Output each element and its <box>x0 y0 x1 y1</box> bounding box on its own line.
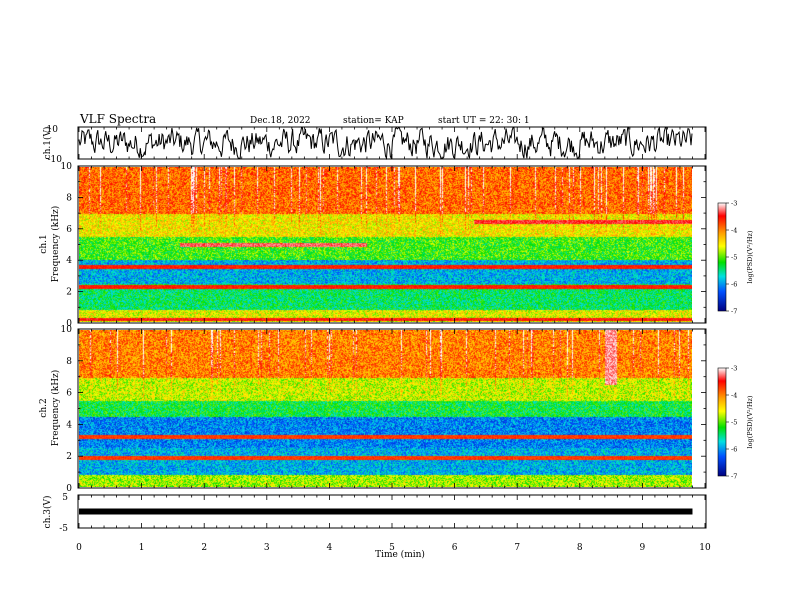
ch3-waveform-trace <box>79 508 693 515</box>
frequency-tick-label: 2 <box>66 288 72 298</box>
ch1-spectrogram-ylabel-axis: Frequency (kHz) <box>50 206 61 283</box>
frequency-tick-label: 10 <box>61 325 73 335</box>
ch1-colorbar-ticks: -3 -4 -5 -6 -7 <box>726 200 737 316</box>
ch2-frequency-tick-labels: 0 2 4 6 8 10 <box>61 325 73 494</box>
ch3-ytick-bottom: -5 <box>59 524 68 534</box>
time-axis-tick-labels: 0 1 2 3 4 5 6 7 8 9 10 <box>76 543 711 553</box>
frequency-tick-label: 0 <box>66 484 72 494</box>
time-tick-label: 10 <box>699 543 711 553</box>
ch1-spectrogram-image <box>79 167 692 322</box>
ch2-spectrogram-panel: 0 2 4 6 8 10 ch.2 Frequency (kHz) <box>39 325 707 494</box>
time-tick-label: 3 <box>264 543 270 553</box>
colorbar-tick-label: -5 <box>731 419 737 427</box>
time-axis-label: Time (min) <box>375 549 425 560</box>
colorbar-tick-label: -3 <box>731 200 737 208</box>
ch3-waveform-panel: 5 -5 ch.3(V) 0 1 2 3 4 5 6 7 8 9 10 Time (min) <box>42 493 711 560</box>
time-tick-label: 1 <box>139 543 145 553</box>
frequency-tick-label: 8 <box>66 193 72 203</box>
colorbar-tick-label: -5 <box>731 254 737 262</box>
ch1-waveform-trace <box>78 126 693 161</box>
ch1-waveform-line <box>78 126 693 161</box>
frequency-tick-label: 6 <box>66 225 72 235</box>
time-tick-label: 7 <box>514 543 520 553</box>
frequency-tick-label: 10 <box>61 162 73 172</box>
time-tick-label: 5 <box>389 543 395 553</box>
colorbar-tick-label: -6 <box>731 281 737 289</box>
ch3-waveform-ylabel: ch.3(V) <box>42 496 53 529</box>
colorbar-tick-label: -7 <box>731 308 737 316</box>
ch1-waveform-panel: 10 -10 ch.1(V) <box>42 125 707 165</box>
figure-date: Dec.18, 2022 <box>250 116 311 126</box>
ch2-spectrogram-image <box>79 330 692 487</box>
time-tick-label: 2 <box>201 543 207 553</box>
figure-station: station= KAP <box>343 116 404 126</box>
ch1-waveform-ylabel: ch.1(V) <box>42 127 53 160</box>
ch2-spectrogram-ylabel-channel: ch.2 <box>39 398 49 417</box>
colorbar-tick-label: -4 <box>731 392 737 400</box>
ch1-ytick-top: 10 <box>47 125 59 135</box>
figure-start-time: start UT = 22: 30: 1 <box>438 116 530 126</box>
frequency-tick-label: 4 <box>66 420 72 430</box>
ch3-ytick-top: 5 <box>62 493 68 503</box>
time-tick-label: 9 <box>640 543 646 553</box>
ch1-ytick-bottom: -10 <box>48 155 63 165</box>
time-tick-label: 4 <box>327 543 333 553</box>
frequency-tick-label: 2 <box>66 452 72 462</box>
ch1-spectrogram-ylabel-channel: ch.1 <box>39 234 49 253</box>
ch1-colorbar-gradient <box>718 203 726 311</box>
frequency-tick-label: 4 <box>66 256 72 266</box>
frequency-tick-label: 0 <box>66 319 72 329</box>
frequency-tick-label: 6 <box>66 389 72 399</box>
ch1-colorbar-label: log(PSD)(V²/Hz) <box>746 230 754 283</box>
colorbar-tick-label: -3 <box>731 365 737 373</box>
frequency-tick-label: 8 <box>66 357 72 367</box>
ch1-colorbar: -3 -4 -5 -6 -7 log(PSD)(V²/Hz) <box>717 200 754 316</box>
ch1-frequency-tick-labels: 0 2 4 6 8 10 <box>61 162 73 329</box>
colorbar-tick-label: -4 <box>731 227 737 235</box>
ch2-colorbar-label: log(PSD)(V²/Hz) <box>746 395 754 448</box>
ch2-colorbar-ticks: -3 -4 -5 -6 -7 <box>726 365 737 481</box>
ch2-colorbar: -3 -4 -5 -6 -7 log(PSD)(V²/Hz) <box>717 365 754 481</box>
figure-title: VLF Spectra <box>79 112 156 126</box>
ch2-spectrogram-ylabel-axis: Frequency (kHz) <box>50 370 61 447</box>
ch2-colorbar-gradient <box>718 368 726 476</box>
colorbar-tick-label: -6 <box>731 446 737 454</box>
colorbar-tick-label: -7 <box>731 473 737 481</box>
ch1-spectrogram-panel: 0 2 4 6 8 10 ch.1 Frequency (kHz) <box>39 162 707 329</box>
time-tick-label: 0 <box>76 543 82 553</box>
time-tick-label: 8 <box>577 543 583 553</box>
time-tick-label: 6 <box>452 543 458 553</box>
